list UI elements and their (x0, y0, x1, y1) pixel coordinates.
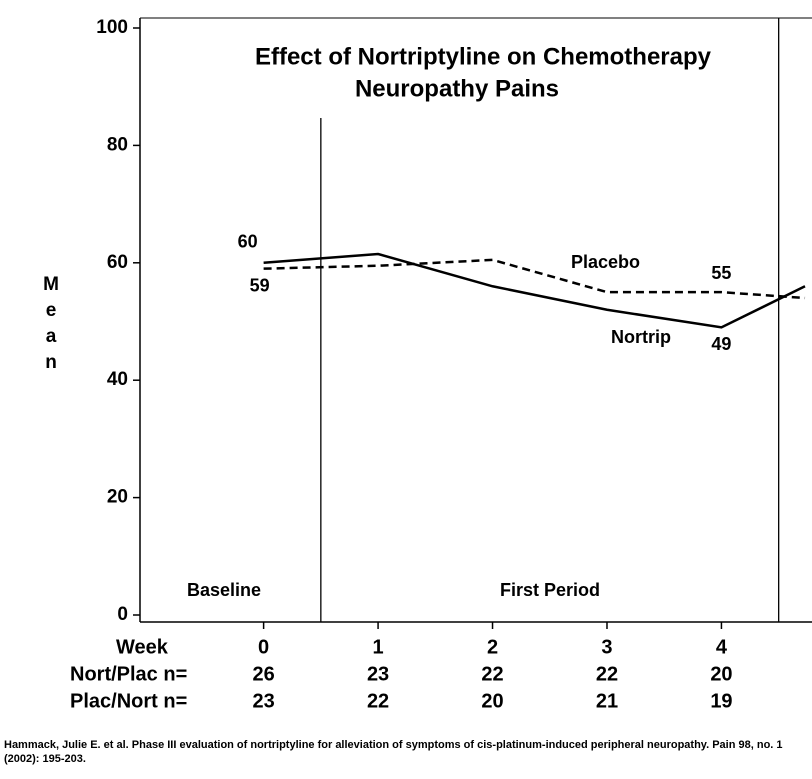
series-label: Placebo (571, 252, 640, 272)
x-axis-label: Week (116, 636, 169, 658)
n-count: 22 (481, 663, 503, 685)
source-note: Hammack, Julie E. et al. Phase III evalu… (4, 739, 783, 765)
chart-title: Effect of Nortriptyline on Chemotherapy (255, 43, 712, 70)
n-count: 23 (252, 690, 274, 712)
x-tick-label: 1 (373, 636, 384, 658)
chart-subtitle: Neuropathy Pains (355, 75, 559, 102)
data-label: 49 (711, 334, 731, 354)
period-label: First Period (500, 580, 600, 600)
chart: Effect of Nortriptyline on Chemotherapy … (43, 17, 812, 712)
period-label: Baseline (187, 580, 261, 600)
n-count: 20 (481, 690, 503, 712)
n-count: 23 (367, 663, 389, 685)
y-tick-label: 40 (107, 369, 128, 390)
series-label: Nortrip (611, 327, 671, 347)
n-count: 22 (367, 690, 389, 712)
y-tick-label: 20 (107, 487, 128, 508)
data-label: 59 (250, 275, 270, 295)
n-count: 20 (710, 663, 732, 685)
series-line (263, 252, 806, 329)
y-tick-label: 60 (107, 252, 128, 273)
x-tick-label: 4 (716, 636, 728, 658)
x-tick-label: 3 (601, 636, 612, 658)
x-tick-label: 2 (487, 636, 498, 658)
n-count: 22 (596, 663, 618, 685)
n-count: 21 (596, 690, 618, 712)
n-row-label: Plac/Nort n= (70, 690, 187, 712)
n-row-label: Nort/Plac n= (70, 663, 187, 685)
y-tick-label: 80 (107, 134, 128, 155)
series-line (263, 258, 806, 300)
y-tick-label: 100 (96, 17, 128, 38)
y-tick-label: 0 (117, 604, 128, 625)
n-count: 19 (710, 690, 732, 712)
data-label: 55 (711, 263, 731, 283)
n-count: 26 (252, 663, 274, 685)
data-label: 60 (238, 232, 258, 252)
x-tick-label: 0 (258, 636, 269, 658)
